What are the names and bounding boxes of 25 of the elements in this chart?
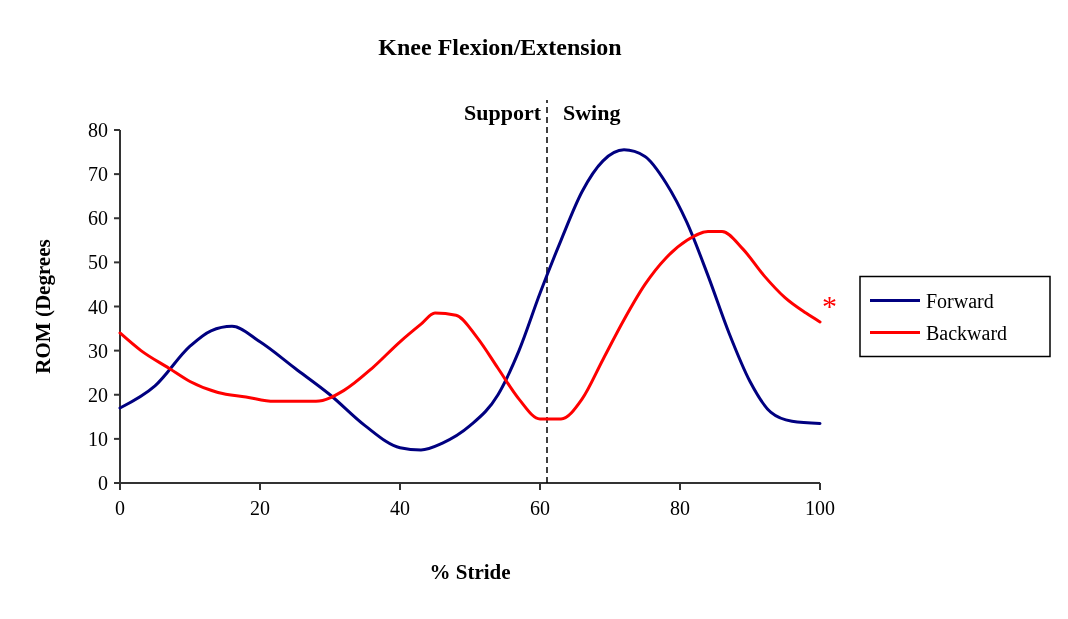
x-tick-label: 100 (805, 497, 835, 519)
y-tick-label: 50 (88, 251, 108, 274)
y-tick-label: 0 (98, 472, 108, 494)
legend-label: Forward (926, 289, 994, 312)
line-series (118, 229, 822, 421)
legend-label: Backward (926, 321, 1008, 344)
line-series (118, 148, 822, 452)
text: * (822, 288, 837, 322)
y-tick-label: 10 (88, 427, 108, 450)
y-tick-label: 70 (88, 163, 108, 186)
chart-title: Knee Flexion/Extension (378, 34, 622, 60)
y-tick-label: 60 (88, 207, 108, 230)
text: Swing (563, 100, 621, 125)
y-tick-label: 20 (88, 383, 108, 406)
y-tick-label: 40 (88, 295, 108, 318)
x-tick-label: 40 (390, 497, 410, 519)
y-tick-label: 30 (88, 339, 108, 362)
x-tick-label: 80 (670, 497, 690, 519)
x-axis-title: % Stride (429, 560, 511, 584)
y-tick-label: 80 (88, 119, 108, 141)
x-tick-label: 60 (530, 497, 550, 519)
x-tick-label: 0 (115, 497, 125, 519)
y-axis-title: ROM (Degrees (31, 239, 55, 374)
text: Support (463, 100, 542, 125)
x-tick-label: 20 (250, 497, 270, 519)
